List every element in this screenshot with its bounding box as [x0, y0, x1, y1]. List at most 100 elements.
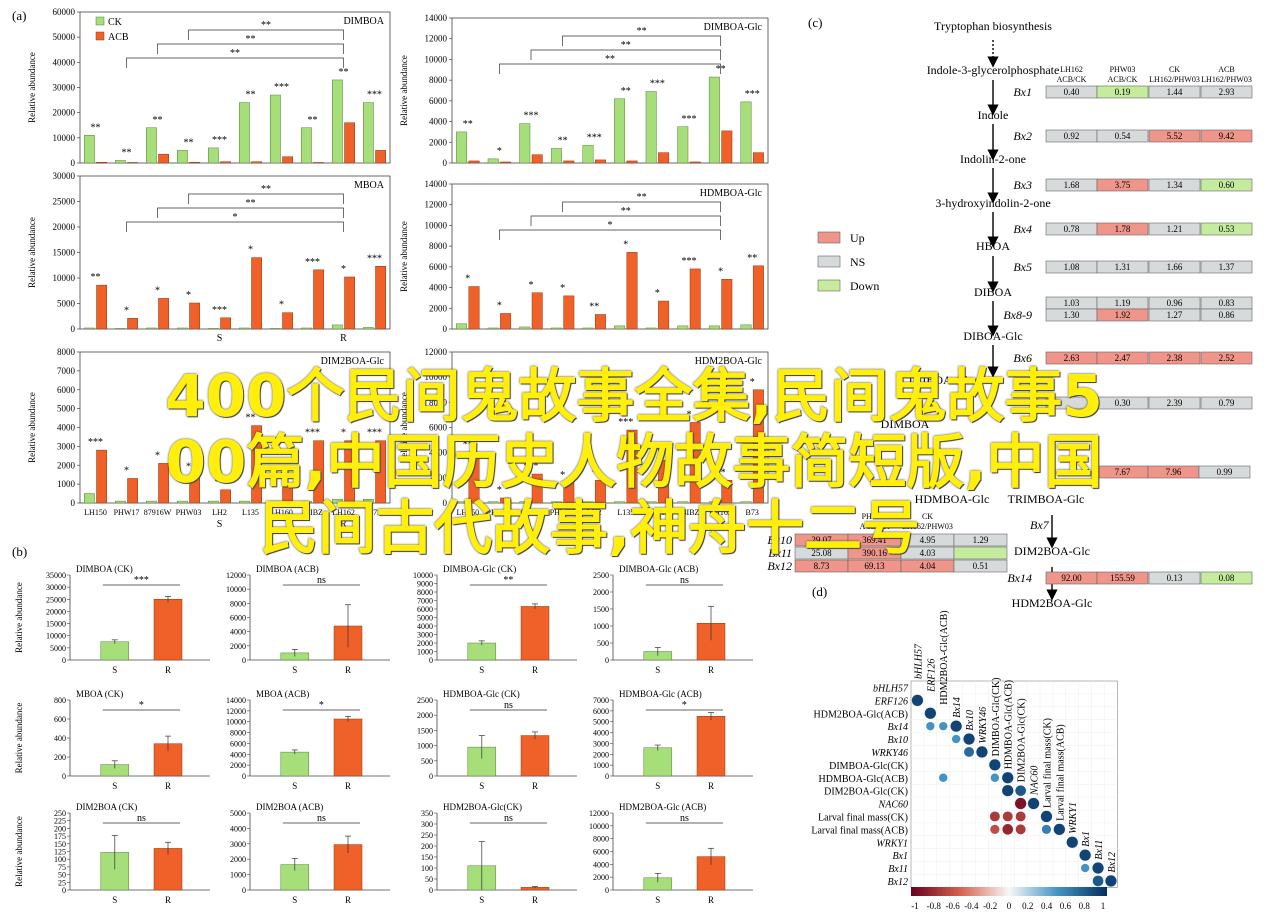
bar-ck [456, 323, 468, 330]
y-tick-label: 50 [58, 871, 66, 880]
metabolite-label: HDMBOA-Glc [915, 492, 990, 506]
bar-acb [189, 161, 200, 164]
column-label: HDM2BOA-Glc(ACB) [939, 610, 950, 704]
y-tick-label: 20000 [53, 222, 76, 232]
y-tick-label: 3000 [57, 441, 76, 451]
panel-d-correlation: bHLH57bHLH57ERF126ERF126HDM2BOA-Glc(ACB)… [811, 610, 1118, 911]
bar-acb [658, 459, 670, 504]
fold-change-value: 25.08 [811, 548, 832, 558]
significance-label: * [655, 288, 660, 299]
column-label: DIM2BOA-Glc(CK) [1017, 698, 1028, 782]
x-tick-label: LH162 [332, 508, 355, 517]
significance-bracket [530, 215, 721, 226]
y-tick-label: 8000 [429, 397, 448, 407]
significance-label: ** [621, 86, 631, 97]
gene-label-bx7: Bx7 [1030, 518, 1050, 532]
column-label: NAC60 [1030, 766, 1041, 796]
y-tick-label: 0 [443, 498, 448, 508]
chart-b3: 0100020003000400050006000700080009000100… [413, 564, 577, 675]
x-tick-label: LH150 [456, 508, 479, 517]
fold-change-value: 0.13 [1167, 573, 1183, 583]
y-tick-label: 40000 [53, 57, 76, 67]
fold-change-value: 0.92 [1064, 131, 1080, 141]
y-tick-label: 2000 [417, 711, 433, 720]
bar-acb [127, 478, 138, 504]
significance-label: ** [339, 67, 349, 78]
metabolite-label: DIM2BOA-Glc [1014, 544, 1090, 558]
correlation-dot [1015, 811, 1026, 822]
y-tick-label: 350 [421, 809, 433, 818]
significance-bracket [562, 35, 721, 46]
fold-change-cell [1148, 260, 1201, 274]
panel-c-pathway: Tryptophan biosynthesis Indole-3-glycerol… [767, 19, 1253, 610]
metabolite-label: TRIMBOA-Glc [1008, 492, 1085, 506]
bar-acb [344, 440, 355, 504]
scale-tick-label: 1 [1101, 901, 1106, 911]
y-tick-label: 2500 [593, 571, 609, 580]
x-tick-label: R [532, 781, 538, 791]
fold-change-value: 5.52 [1167, 131, 1183, 141]
significance-label: *** [367, 90, 382, 101]
y-tick-label: 50 [425, 875, 433, 884]
x-tick-label: PHW17 [487, 508, 513, 517]
fold-change-value: 7.96 [1166, 467, 1182, 477]
significance-label: *** [682, 256, 697, 267]
gene-label: Bx5 [1013, 260, 1032, 274]
bar-acb [689, 422, 701, 504]
correlation-dot [1015, 824, 1026, 835]
fold-change-cell [1148, 308, 1201, 322]
significance-label: ** [215, 477, 225, 488]
fold-change-value: 92.00 [1061, 573, 1082, 583]
bracket-label: * [608, 220, 613, 231]
y-tick-label: 6000 [429, 423, 448, 433]
significance-label: ** [463, 119, 473, 130]
y-tick-label: 15000 [53, 248, 76, 258]
bar-acb [127, 162, 138, 164]
bar-ck [84, 327, 95, 330]
panel-label-c: (c) [808, 15, 822, 30]
y-tick-label: 30000 [53, 171, 76, 181]
y-tick-label: 75 [58, 863, 66, 872]
fold-change-value: 1.29 [973, 535, 989, 545]
significance-bracket [157, 207, 344, 218]
chart-a3: 0 5000 10000 15000 20000 25000 30000 Relative a… [27, 171, 391, 344]
x-tick-label: S [479, 781, 484, 791]
fold-change-cell [1096, 222, 1149, 236]
y-tick-label: 0 [242, 772, 246, 781]
y-tick-label: 60000 [53, 7, 76, 17]
bar-ck [645, 501, 657, 504]
correlation-dot [950, 720, 962, 732]
x-tick-label: R [708, 781, 714, 791]
chart-title: HDM2BOA-Glc (ACB) [619, 802, 706, 812]
bar-ck [456, 131, 468, 164]
y-tick-label: 10000 [425, 220, 448, 230]
metabolite-label: TRIBOA-Glc [907, 373, 973, 387]
significance-label: * [497, 485, 502, 496]
metabolite-label: Indole-3-glycerolphosphate [927, 63, 1060, 77]
legend-label-down: Down [850, 279, 879, 293]
significance-label: *** [305, 257, 320, 268]
y-tick-label: 800 [54, 696, 66, 705]
x-tick-label: L135 [617, 508, 634, 517]
bar-ck [582, 145, 594, 164]
bracket-label: * [233, 212, 238, 223]
bar-acb [721, 279, 733, 330]
y-tick-label: 10000 [425, 54, 448, 64]
correlation-dot [951, 734, 961, 744]
bar-acb [468, 286, 480, 330]
x-tick-label: 87916W [517, 508, 545, 517]
table-header: ACB/CK [1108, 75, 1138, 84]
fold-change-value: 2.52 [1219, 353, 1235, 363]
significance-label: ** [246, 413, 256, 424]
group-label-s: S [217, 519, 223, 530]
y-tick-label: 175 [54, 832, 66, 841]
significance-bracket [126, 221, 344, 232]
bar-acb [96, 161, 107, 164]
significance-label: * [279, 300, 284, 311]
fold-change-cell [1200, 308, 1253, 322]
y-tick-label: 2000 [417, 639, 433, 648]
bar-ck [208, 328, 219, 330]
y-tick-label: 1000 [593, 622, 609, 631]
bracket-label: ** [230, 48, 240, 59]
y-tick-label: 12000 [226, 571, 246, 580]
